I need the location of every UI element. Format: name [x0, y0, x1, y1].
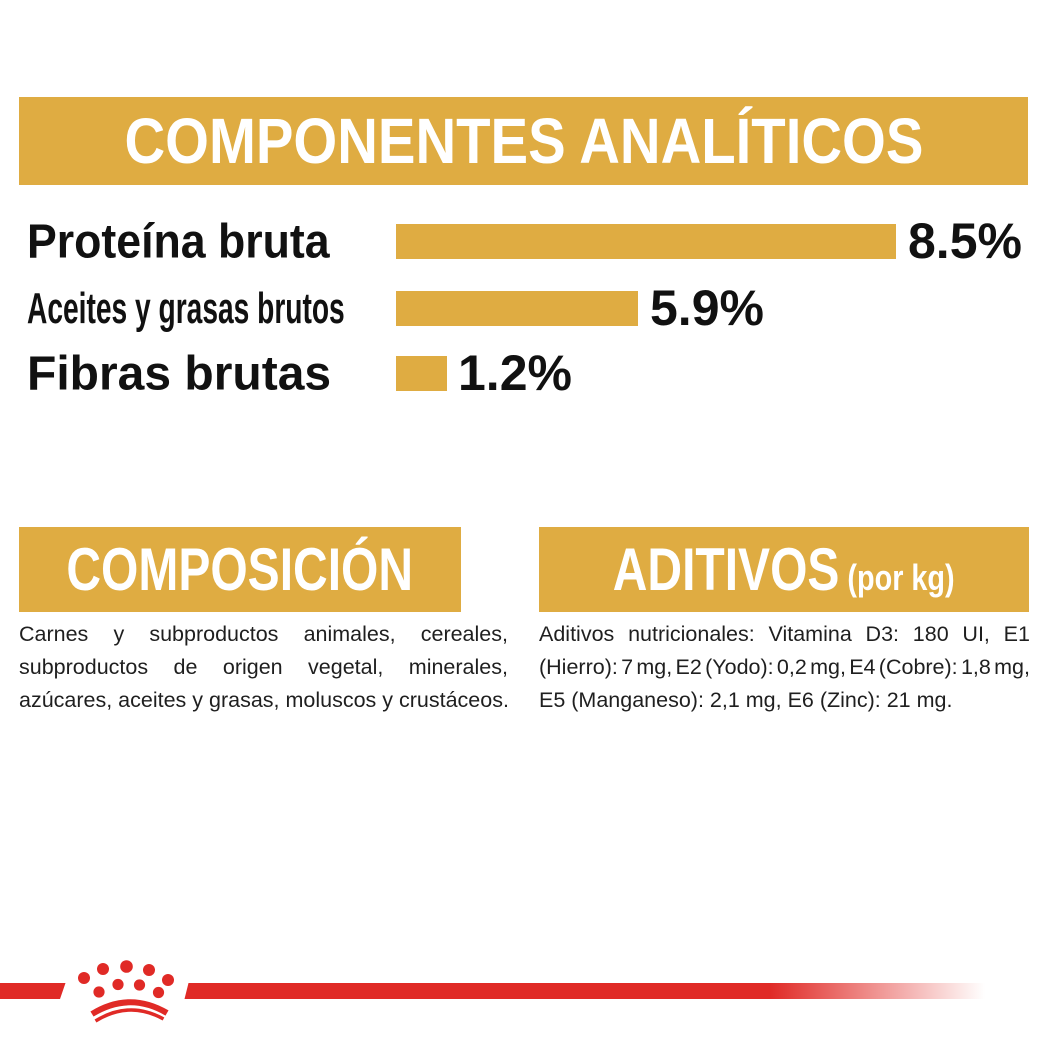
royal-canin-crown-logo: [0, 960, 985, 1023]
composition-text: Carnes y subproductos animales, cereales, sub…: [19, 622, 509, 712]
additives-title: ADITIVOS: [613, 536, 840, 603]
divider-line-right: [184, 983, 985, 999]
divider-line-left: [0, 983, 66, 999]
chart-row-label: Fibras brutas: [27, 347, 332, 400]
additives-text: Aditivos nutricionales: Vitamina D3: 180 UI, E…: [539, 622, 1030, 712]
additives-unit-label: (por kg): [847, 557, 955, 598]
chart-value-label: 1.2%: [458, 344, 572, 401]
chart-row-proteina: Proteína bruta 8.5%: [0, 212, 1049, 268]
chart-value-label: 8.5%: [908, 212, 1022, 269]
chart-row-fibras: Fibras brutas 1.2%: [0, 344, 1049, 400]
chart-row-label: Proteína bruta: [27, 215, 330, 268]
analytical-components-title: COMPONENTES ANALÍTICOS: [124, 105, 923, 177]
additives-header: ADITIVOS (por kg): [539, 527, 1029, 612]
chart-bar: [396, 291, 638, 326]
analytical-components-banner: COMPONENTES ANALÍTICOS: [19, 97, 1028, 185]
composition-title: COMPOSICIÓN: [66, 536, 414, 603]
chart-row-label: Aceites y grasas brutos: [27, 283, 345, 333]
chart-bar: [396, 224, 896, 259]
crown-icon: [78, 960, 174, 1023]
chart-bar: [396, 356, 447, 391]
chart-row-aceites: Aceites y grasas brutos 5.9%: [0, 279, 1049, 335]
composition-header: COMPOSICIÓN: [19, 527, 461, 612]
chart-value-label: 5.9%: [650, 279, 764, 336]
